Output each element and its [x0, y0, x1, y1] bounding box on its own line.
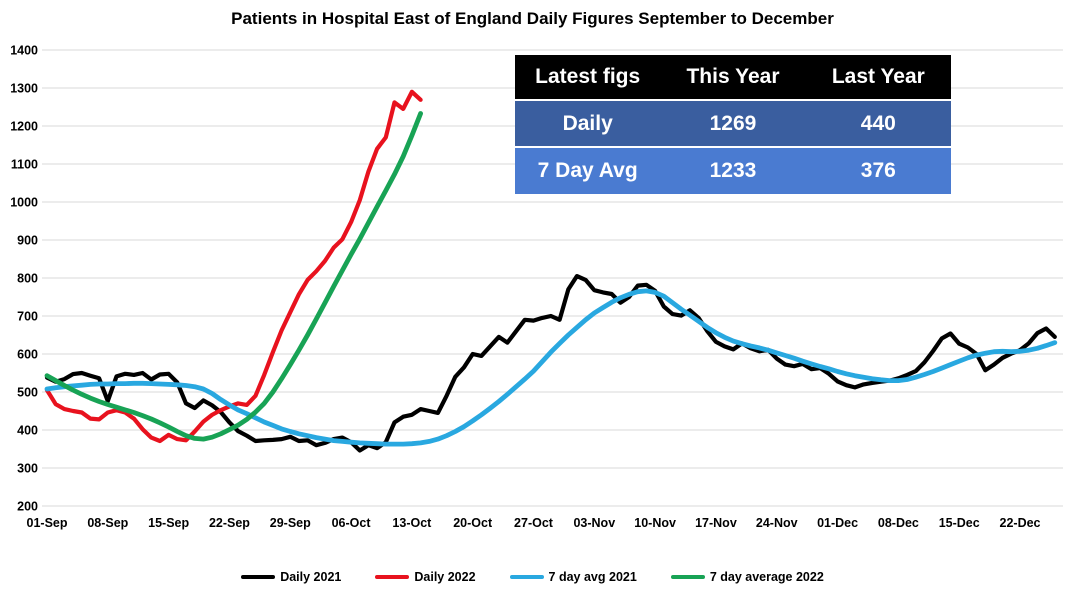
- table-cell-daily-label: Daily: [515, 101, 661, 146]
- legend-item-7day-avg-2021: 7 day avg 2021: [509, 570, 637, 584]
- x-tick-label: 08-Sep: [87, 516, 128, 530]
- x-tick-label: 20-Oct: [453, 516, 493, 530]
- legend-label-daily-2021: Daily 2021: [280, 570, 342, 584]
- y-tick-label: 400: [17, 424, 38, 438]
- series-line-daily-2021: [44, 274, 1057, 453]
- y-tick-label: 500: [17, 386, 38, 400]
- y-tick-label: 600: [17, 348, 38, 362]
- x-tick-label: 17-Nov: [695, 516, 737, 530]
- chart-legend: Daily 2021 Daily 2022 7 day avg 2021 7 d…: [0, 570, 1065, 584]
- legend-swatch-7day-average-2022-icon: [670, 574, 705, 580]
- x-tick-label: 06-Oct: [332, 516, 372, 530]
- series-line-7-day-average-2022: [44, 111, 424, 442]
- x-tick-label: 01-Dec: [817, 516, 858, 530]
- y-tick-label: 900: [17, 234, 38, 248]
- y-tick-label: 800: [17, 272, 38, 286]
- y-tick-label: 300: [17, 462, 38, 476]
- x-tick-label: 22-Sep: [209, 516, 250, 530]
- x-tick-label: 03-Nov: [573, 516, 615, 530]
- table-cell-7day-last-year: 376: [805, 148, 951, 194]
- legend-swatch-7day-avg-2021-icon: [509, 574, 544, 580]
- legend-swatch-daily-2021-icon: [241, 574, 276, 580]
- x-tick-label: 10-Nov: [634, 516, 676, 530]
- legend-item-7day-average-2022: 7 day average 2022: [670, 570, 824, 584]
- x-tick-label: 24-Nov: [756, 516, 798, 530]
- x-tick-label: 15-Sep: [148, 516, 189, 530]
- table-cell-7day-label: 7 Day Avg: [515, 148, 661, 194]
- x-tick-label: 13-Oct: [392, 516, 432, 530]
- x-tick-label: 22-Dec: [1000, 516, 1041, 530]
- y-tick-label: 700: [17, 310, 38, 324]
- latest-figures-table: Latest figs This Year Last Year Daily 12…: [515, 55, 951, 194]
- x-tick-label: 29-Sep: [270, 516, 311, 530]
- legend-item-daily-2022: Daily 2022: [375, 570, 476, 584]
- y-tick-label: 200: [17, 500, 38, 514]
- table-cell-7day-this-year: 1233: [660, 148, 806, 194]
- x-tick-label: 27-Oct: [514, 516, 554, 530]
- chart-title: Patients in Hospital East of England Dai…: [231, 9, 834, 28]
- legend-item-daily-2021: Daily 2021: [241, 570, 341, 584]
- table-header-this-year: This Year: [660, 55, 806, 99]
- y-tick-label: 1400: [10, 44, 38, 58]
- y-tick-label: 1100: [11, 158, 38, 172]
- x-tick-label: 15-Dec: [939, 516, 980, 530]
- table-cell-daily-this-year: 1269: [660, 101, 806, 146]
- y-tick-label: 1200: [10, 120, 38, 134]
- series-line-7-day-avg-2021: [44, 288, 1058, 447]
- legend-label-7day-average-2022: 7 day average 2022: [709, 570, 824, 584]
- legend-label-daily-2022: Daily 2022: [414, 570, 476, 584]
- y-tick-label: 1000: [10, 196, 38, 210]
- legend-swatch-daily-2022-icon: [375, 574, 410, 580]
- table-header-latest-figs: Latest figs: [515, 55, 661, 99]
- x-tick-label: 01-Sep: [27, 516, 68, 530]
- table-cell-daily-last-year: 440: [805, 101, 951, 146]
- legend-label-7day-avg-2021: 7 day avg 2021: [548, 570, 637, 584]
- table-header-last-year: Last Year: [805, 55, 951, 99]
- y-tick-label: 1300: [10, 82, 38, 96]
- x-tick-label: 08-Dec: [878, 516, 919, 530]
